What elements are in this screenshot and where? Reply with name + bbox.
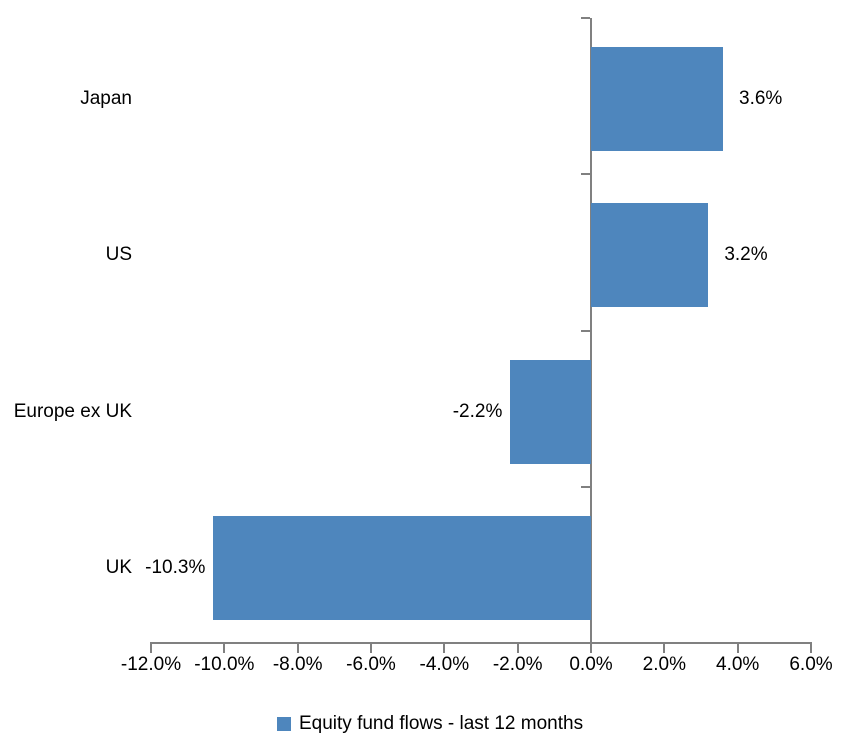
bar bbox=[213, 515, 591, 620]
category-boundary-tick bbox=[581, 485, 590, 488]
x-tick bbox=[810, 644, 812, 653]
bar-value-label: -10.3% bbox=[145, 556, 206, 578]
x-tick bbox=[516, 644, 519, 653]
category-label: Europe ex UK bbox=[13, 400, 132, 422]
x-tick-label: -6.0% bbox=[346, 654, 396, 675]
x-tick-label: -4.0% bbox=[419, 654, 470, 675]
x-tick-label: 0.0% bbox=[569, 654, 613, 675]
bar bbox=[510, 359, 591, 464]
category-label: UK bbox=[105, 556, 132, 578]
bar bbox=[591, 203, 709, 308]
x-tick-label: -12.0% bbox=[120, 654, 182, 675]
x-axis-line bbox=[150, 642, 812, 644]
x-tick bbox=[150, 644, 152, 653]
x-tick bbox=[370, 644, 372, 653]
x-tick-label: -8.0% bbox=[272, 654, 323, 675]
x-tick-label: 2.0% bbox=[642, 654, 686, 675]
bar-value-label: 3.6% bbox=[739, 88, 783, 109]
x-tick bbox=[223, 644, 226, 653]
x-tick bbox=[590, 644, 592, 653]
x-tick bbox=[736, 644, 739, 653]
x-tick-label: -2.0% bbox=[492, 654, 543, 675]
x-tick bbox=[443, 644, 446, 653]
category-boundary-tick bbox=[581, 329, 590, 332]
category-boundary-tick bbox=[581, 17, 590, 19]
x-tick bbox=[296, 644, 299, 653]
x-tick bbox=[663, 644, 666, 653]
y-axis-line bbox=[590, 18, 592, 643]
category-label: Japan bbox=[80, 88, 132, 109]
x-tick-label: 6.0% bbox=[789, 654, 833, 675]
bar bbox=[591, 47, 723, 151]
bar-value-label: -2.2% bbox=[452, 400, 503, 422]
legend: Equity fund flows - last 12 months bbox=[277, 712, 583, 736]
x-tick-label: 4.0% bbox=[716, 654, 760, 675]
category-boundary-tick bbox=[581, 173, 590, 176]
legend-swatch-icon bbox=[277, 717, 291, 731]
category-label: US bbox=[105, 244, 132, 266]
legend-label: Equity fund flows - last 12 months bbox=[299, 713, 584, 734]
x-tick-label: -10.0% bbox=[194, 654, 255, 675]
bar-value-label: 3.2% bbox=[724, 244, 768, 266]
